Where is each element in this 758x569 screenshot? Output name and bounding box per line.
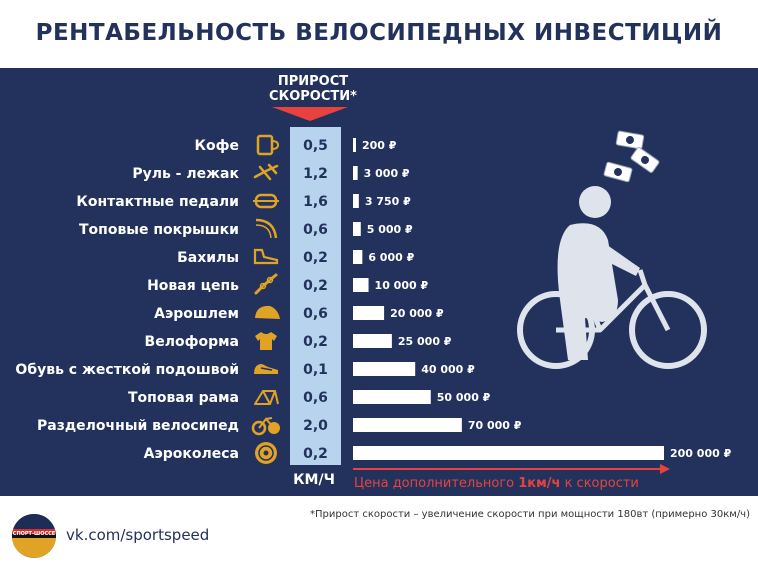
category-label-row-7: Велоформа bbox=[145, 334, 239, 350]
cyclist-arm bbox=[596, 240, 640, 276]
unit-label: КМ/Ч bbox=[293, 472, 335, 488]
bar-row-6 bbox=[353, 306, 385, 320]
speed-gain-value-row-7: 0,2 bbox=[303, 334, 328, 350]
speed-gain-value-row-4: 0,2 bbox=[303, 250, 328, 266]
speed-gain-value-row-10: 2,0 bbox=[303, 418, 328, 434]
shoe-cover-icon bbox=[253, 248, 279, 265]
axis-arrow-head-icon bbox=[660, 464, 670, 474]
coffee-cup-icon bbox=[256, 134, 280, 156]
speed-gain-header-line2: СКОРОСТИ* bbox=[269, 89, 357, 104]
cyclist-head bbox=[579, 186, 611, 218]
category-label-row-3: Топовые покрышки bbox=[79, 222, 239, 238]
frame-icon bbox=[254, 390, 279, 405]
speed-gain-value-row-6: 0,6 bbox=[303, 306, 328, 322]
speed-gain-header-line1: ПРИРОСТ bbox=[277, 74, 349, 89]
value-label-row-2: 3 750 ₽ bbox=[365, 195, 411, 208]
speed-gain-column bbox=[290, 127, 341, 465]
category-label-row-5: Новая цепь bbox=[147, 278, 239, 294]
speed-gain-value-row-2: 1,6 bbox=[303, 194, 328, 210]
speed-gain-value-row-3: 0,6 bbox=[303, 222, 328, 238]
value-label-row-9: 50 000 ₽ bbox=[437, 391, 491, 404]
banknote-icon bbox=[630, 147, 660, 173]
logo: СПОРТ-ШОССЕ bbox=[12, 514, 56, 558]
cycling-shoe-icon bbox=[254, 364, 278, 374]
bar-row-8 bbox=[353, 362, 416, 376]
category-label-row-4: Бахилы bbox=[177, 250, 239, 266]
banknote-icon bbox=[615, 130, 645, 150]
value-label-row-7: 25 000 ₽ bbox=[398, 335, 452, 348]
aero-bars-icon bbox=[253, 163, 279, 181]
value-label-row-1: 3 000 ₽ bbox=[364, 167, 410, 180]
bar-row-10 bbox=[353, 418, 462, 432]
value-label-row-8: 40 000 ₽ bbox=[421, 363, 475, 376]
tire-icon bbox=[255, 218, 278, 239]
category-label-row-0: Кофе bbox=[195, 138, 239, 154]
speed-gain-value-row-8: 0,1 bbox=[303, 362, 328, 378]
banknote-icon bbox=[603, 161, 633, 183]
category-label-row-9: Топовая рама bbox=[128, 390, 239, 406]
bar-row-4 bbox=[353, 250, 363, 264]
bar-row-3 bbox=[353, 222, 361, 236]
chart-title: РЕНТАБЕЛЬНОСТЬ ВЕЛОСИПЕДНЫХ ИНВЕСТИЦИЙ bbox=[35, 20, 723, 46]
value-label-row-0: 200 ₽ bbox=[362, 139, 397, 152]
tt-bike-icon bbox=[251, 417, 280, 436]
bicycle-frame bbox=[556, 269, 671, 333]
header-arrow-icon bbox=[272, 107, 348, 121]
speed-gain-value-row-5: 0,2 bbox=[303, 278, 328, 294]
speed-gain-value-row-1: 1,2 bbox=[303, 166, 328, 182]
chain-icon bbox=[254, 273, 278, 295]
bar-row-1 bbox=[353, 166, 358, 180]
value-label-row-4: 6 000 ₽ bbox=[368, 251, 414, 264]
axis-caption-bold: 1км/ч bbox=[518, 476, 561, 491]
speed-gain-value-row-0: 0,5 bbox=[303, 138, 328, 154]
bar-row-5 bbox=[353, 278, 369, 292]
value-label-row-6: 20 000 ₽ bbox=[390, 307, 444, 320]
jersey-icon bbox=[255, 332, 277, 350]
footnote: *Прирост скорости – увеличение скорости … bbox=[310, 509, 750, 520]
bar-row-7 bbox=[353, 334, 392, 348]
footer-link[interactable]: vk.com/sportspeed bbox=[66, 526, 210, 544]
speed-gain-value-row-9: 0,6 bbox=[303, 390, 328, 406]
bar-row-11 bbox=[353, 446, 664, 460]
category-label-row-2: Контактные педали bbox=[76, 194, 239, 210]
bar-row-9 bbox=[353, 390, 431, 404]
axis-caption-suffix: к скорости bbox=[560, 476, 639, 491]
category-label-row-11: Аэроколеса bbox=[144, 446, 239, 462]
speed-gain-header: ПРИРОСТ СКОРОСТИ* bbox=[253, 74, 373, 104]
cyclist-illustration bbox=[517, 186, 707, 369]
speed-gain-value-row-11: 0,2 bbox=[303, 446, 328, 462]
aero-helmet-icon bbox=[255, 305, 280, 319]
value-label-row-10: 70 000 ₽ bbox=[468, 419, 522, 432]
value-label-row-5: 10 000 ₽ bbox=[375, 279, 429, 292]
axis-caption-prefix: Цена дополнительного bbox=[354, 476, 519, 491]
value-label-row-3: 5 000 ₽ bbox=[367, 223, 413, 236]
value-label-row-11: 200 000 ₽ bbox=[670, 447, 732, 460]
axis-caption: Цена дополнительного 1км/ч к скорости bbox=[354, 476, 639, 491]
logo-text: СПОРТ-ШОССЕ bbox=[12, 531, 56, 537]
category-label-row-8: Обувь с жесткой подошвой bbox=[15, 362, 239, 378]
category-label-row-6: Аэрошлем bbox=[154, 306, 239, 322]
bicycle-front-wheel bbox=[629, 291, 707, 369]
category-label-row-10: Разделочный велосипед bbox=[37, 418, 239, 434]
bar-row-2 bbox=[353, 194, 359, 208]
pedal-icon bbox=[253, 193, 279, 209]
bar-row-0 bbox=[353, 138, 356, 152]
category-label-row-1: Руль - лежак bbox=[132, 166, 239, 182]
disc-wheel-icon bbox=[255, 442, 277, 464]
